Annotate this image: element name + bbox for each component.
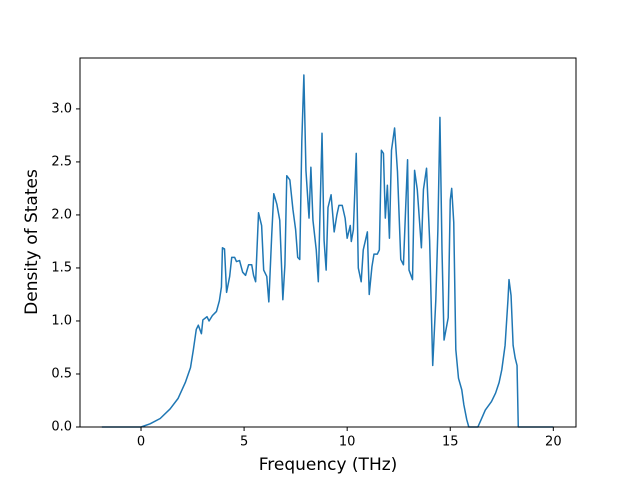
x-tick-label: 10 <box>339 435 356 450</box>
x-tick-label: 5 <box>240 435 248 450</box>
y-tick-label: 3.0 <box>51 101 72 116</box>
plot-area <box>101 74 554 428</box>
y-tick-label: 1.0 <box>51 313 72 328</box>
dos-line <box>101 74 554 428</box>
y-tick-label: 2.5 <box>51 154 72 169</box>
x-tick-label: 0 <box>137 435 145 450</box>
y-tick-label: 0.0 <box>51 420 72 435</box>
y-axis-label: Density of States <box>22 169 42 315</box>
axes-frame <box>79 57 577 428</box>
y-tick-label: 2.0 <box>51 207 72 222</box>
x-tick-label: 20 <box>545 435 562 450</box>
y-tick-label: 0.5 <box>51 366 72 381</box>
x-axis-label: Frequency (THz) <box>259 455 398 475</box>
x-tick-label: 15 <box>442 435 459 450</box>
y-tick-label: 1.5 <box>51 260 72 275</box>
